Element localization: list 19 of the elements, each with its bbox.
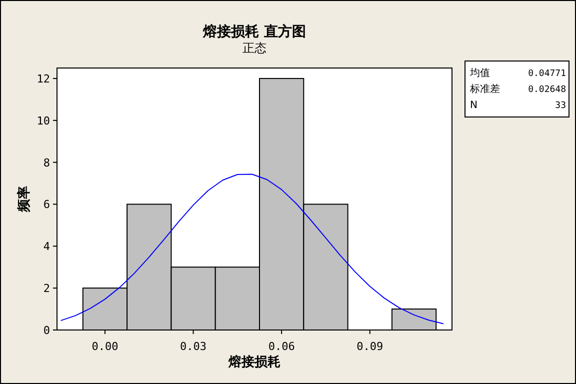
y-axis-title: 频率 xyxy=(16,186,32,213)
y-tick-label: 4 xyxy=(43,240,50,254)
y-tick-label: 12 xyxy=(36,72,50,86)
x-axis-title: 熔接损耗 xyxy=(228,354,280,370)
y-tick-label: 8 xyxy=(43,156,50,170)
chart-subtitle: 正态 xyxy=(242,41,266,55)
chart-title: 熔接损耗 直方图 xyxy=(202,23,306,40)
x-tick-label: 0.03 xyxy=(180,340,207,353)
y-tick-label: 2 xyxy=(43,282,50,296)
line-series xyxy=(60,174,444,324)
y-tick-label: 10 xyxy=(36,114,50,128)
x-tick-label: 0.00 xyxy=(92,340,118,353)
text: 均值 0.04771 xyxy=(470,68,566,79)
text: 标准差 0.02648 xyxy=(470,84,566,95)
x-tick-label: 0.06 xyxy=(268,340,295,353)
text: N 33 xyxy=(470,100,566,111)
y-tick-label: 0 xyxy=(43,324,50,337)
y-tick-label: 6 xyxy=(43,198,50,212)
x-tick-label: 0.09 xyxy=(356,340,384,353)
